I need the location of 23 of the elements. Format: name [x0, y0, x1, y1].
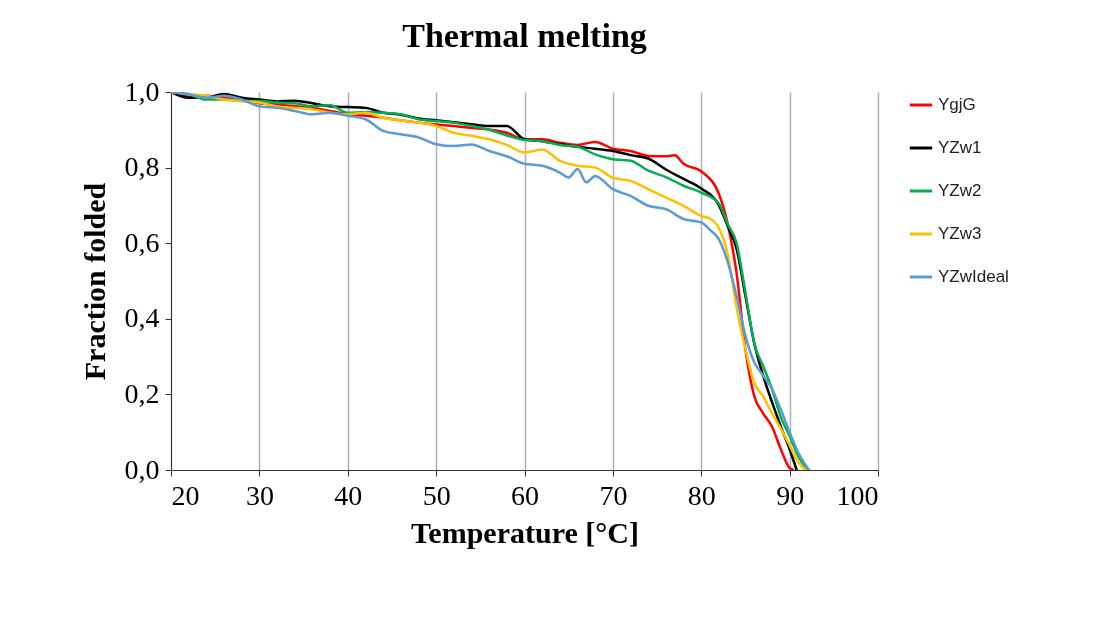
chart-title: Thermal melting [402, 17, 647, 54]
legend-label: YZw2 [938, 181, 982, 200]
x-tick-label: 90 [776, 479, 805, 511]
legend-label: YZwIdeal [938, 267, 1009, 286]
x-tick-label: 100 [836, 479, 879, 511]
x-tick-label: 60 [511, 479, 539, 511]
x-tick-label: 80 [687, 479, 716, 511]
legend-label: YgjG [938, 95, 976, 114]
y-tick-label: 0,2 [124, 377, 160, 409]
y-tick-label: 0,8 [124, 151, 160, 183]
x-tick-label: 30 [245, 479, 274, 511]
y-tick-label: 1,0 [124, 75, 160, 107]
y-tick-label: 0,0 [124, 453, 160, 485]
y-tick-label: 0,6 [124, 226, 160, 258]
x-tick-label: 20 [171, 479, 200, 511]
x-tick-label: 50 [422, 479, 451, 511]
legend-label: YZw1 [938, 138, 982, 157]
x-tick-label: 70 [599, 479, 628, 511]
x-axis-title: Temperature [°C] [411, 515, 639, 549]
x-tick-label: 40 [334, 479, 363, 511]
y-axis-title: Fraction folded [77, 182, 111, 381]
legend-label: YZw3 [938, 224, 982, 243]
y-tick-label: 0,4 [124, 302, 160, 334]
